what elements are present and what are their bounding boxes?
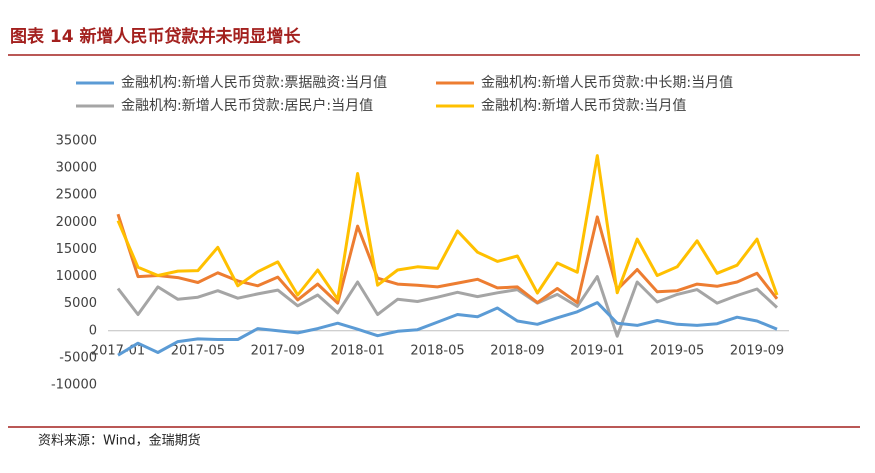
x-tick-label: 2019-01 (570, 343, 624, 358)
x-tick-label: 2019-05 (650, 343, 704, 358)
legend-label: 金融机构:新增人民币贷款:当月值 (481, 98, 686, 114)
x-tick-label: 2018-09 (490, 343, 544, 358)
legend-label: 金融机构:新增人民币贷款:居民户:当月值 (121, 97, 373, 114)
series-line (116, 154, 779, 301)
x-tick-label: 2018-01 (330, 343, 384, 358)
legend-label: 金融机构:新增人民币贷款:票据融资:当月值 (121, 75, 387, 91)
y-tick-label: 20000 (56, 215, 97, 230)
y-tick-label: 15000 (56, 242, 97, 257)
y-tick-label: 10000 (56, 269, 97, 284)
y-tick-label: -5000 (59, 350, 97, 365)
legend-label: 金融机构:新增人民币贷款:中长期:当月值 (481, 75, 733, 91)
series-line (116, 275, 779, 338)
y-tick-label: 30000 (56, 161, 97, 176)
y-tick-label: 35000 (56, 134, 97, 149)
series-line (117, 301, 778, 357)
chart-title: 图表 14 新增人民币贷款并未明显增长 (10, 26, 301, 47)
y-tick-label: 25000 (56, 188, 97, 203)
series-line (116, 213, 779, 305)
x-tick-label: 2018-05 (410, 343, 464, 358)
y-tick-label: 0 (89, 323, 97, 338)
y-tick-label: -10000 (51, 378, 97, 393)
y-tick-label: 5000 (64, 296, 97, 311)
x-tick-label: 2017-05 (171, 343, 225, 358)
x-tick-label: 2017-09 (251, 343, 305, 358)
x-tick-label: 2019-09 (730, 343, 784, 358)
source: 资料来源：Wind，金瑞期货 (38, 433, 201, 449)
